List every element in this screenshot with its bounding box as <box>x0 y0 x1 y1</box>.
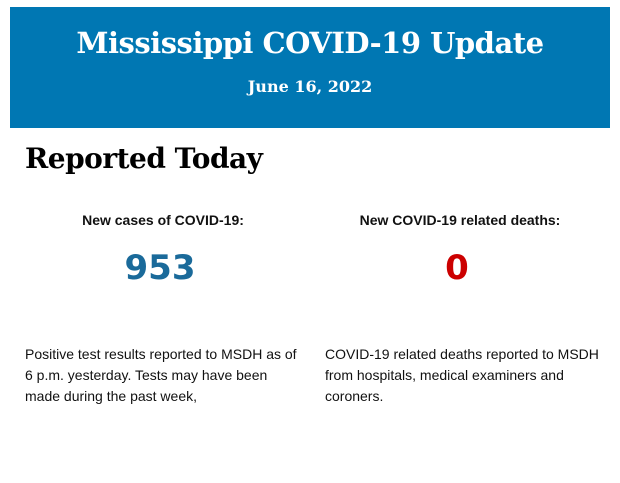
cases-count: 953 <box>124 248 196 288</box>
page-title: Mississippi COVID-19 Update <box>76 26 544 60</box>
header-banner: Mississippi COVID-19 Update June 16, 202… <box>10 7 610 128</box>
deaths-description: COVID-19 related deaths reported to MSDH… <box>325 346 599 404</box>
deaths-count: 0 <box>445 248 469 288</box>
report-date: June 16, 2022 <box>247 77 373 96</box>
cases-description: Positive test results reported to MSDH a… <box>25 346 297 404</box>
section-title: Reported Today <box>25 142 263 175</box>
deaths-label: New COVID-19 related deaths: <box>359 212 561 228</box>
cases-label: New cases of COVID-19: <box>82 212 244 228</box>
